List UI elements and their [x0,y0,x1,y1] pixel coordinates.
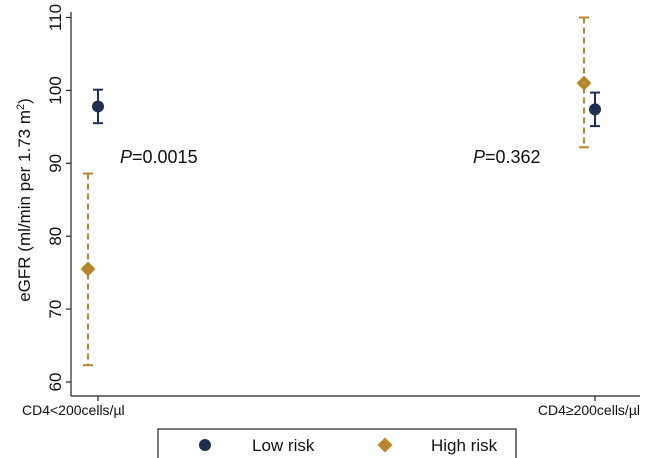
legend-label-low-risk: Low risk [252,436,315,455]
data-point-high-risk [576,75,592,91]
x-tick-label: CD4<200cells/µl [22,402,125,418]
legend-marker-low-risk [199,439,211,451]
p-value-annotation: P=0.362 [473,147,541,167]
y-tick-label: 70 [46,300,65,319]
data-point-low-risk [589,103,601,116]
y-tick-label: 60 [46,373,65,392]
legend-marker-high-risk [377,437,393,453]
chart-labels: 60 70 80 90 100 110 CD4<200cells/µl CD4≥200cell… [15,4,640,418]
data-point-high-risk [80,261,96,277]
y-tick-label: 80 [46,227,65,246]
y-tick-label: 90 [46,154,65,173]
legend-box [157,428,517,458]
data-point-low-risk [92,100,104,113]
axes [66,12,640,401]
p-value-annotation: P=0.0015 [120,147,198,167]
legend: Low risk High risk [157,428,517,458]
legend-label-high-risk: High risk [431,436,498,455]
y-tick-label: 110 [46,4,65,31]
y-axis-title: eGFR (ml/min per 1.73 m2) [15,98,34,302]
chart-marks [80,16,601,367]
y-tick-label: 100 [46,76,65,104]
x-tick-label: CD4≥200cells/µl [538,402,640,418]
